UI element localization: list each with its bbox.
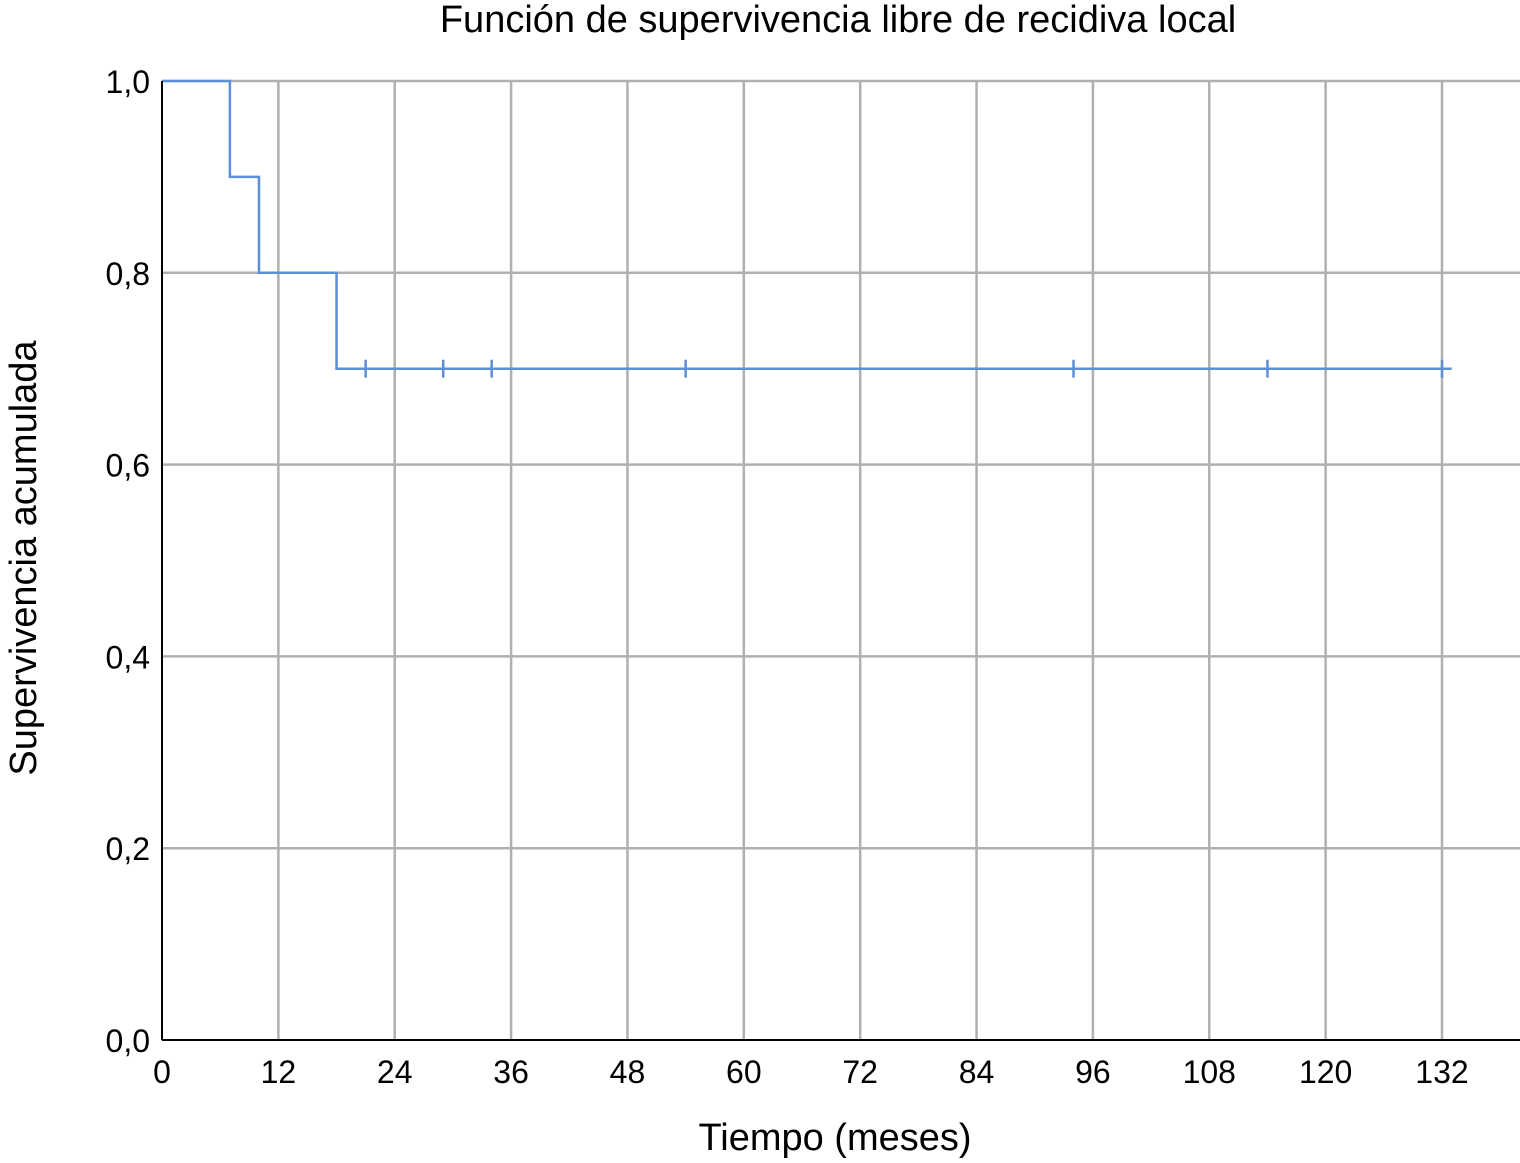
x-tick-label: 96 bbox=[1075, 1054, 1111, 1090]
survival-curve bbox=[162, 79, 1452, 370]
y-tick-label: 0,8 bbox=[106, 256, 150, 292]
x-tick-label: 84 bbox=[959, 1054, 995, 1090]
x-tick-label: 132 bbox=[1415, 1054, 1468, 1090]
x-tick-label: 108 bbox=[1183, 1054, 1236, 1090]
x-tick-label: 48 bbox=[610, 1054, 646, 1090]
y-tick-label: 0,2 bbox=[106, 831, 150, 867]
x-tick-label: 36 bbox=[493, 1054, 529, 1090]
x-axis-label: Tiempo (meses) bbox=[698, 1117, 971, 1158]
y-tick-label: 0,6 bbox=[106, 448, 150, 484]
x-tick-label: 12 bbox=[261, 1054, 297, 1090]
y-axis-label: Supervivencia acumulada bbox=[3, 340, 45, 776]
grid bbox=[162, 79, 1520, 1040]
y-tick-label: 0,4 bbox=[106, 639, 150, 675]
x-tick-label: 120 bbox=[1299, 1054, 1352, 1090]
chart-title: Función de supervivencia libre de recidi… bbox=[440, 0, 1236, 41]
y-tick-label: 1,0 bbox=[106, 64, 150, 100]
y-tick-label: 0,0 bbox=[106, 1023, 150, 1059]
x-tick-label: 24 bbox=[377, 1054, 413, 1090]
x-tick-label: 72 bbox=[842, 1054, 878, 1090]
x-tick-label: 60 bbox=[726, 1054, 762, 1090]
tick-labels: 0 12 24 36 48 60 72 84 96 108 120 132 0,0 0,2 0,4 0,6 0,… bbox=[106, 64, 1469, 1090]
series bbox=[162, 79, 1452, 378]
x-tick-label: 0 bbox=[153, 1054, 171, 1090]
